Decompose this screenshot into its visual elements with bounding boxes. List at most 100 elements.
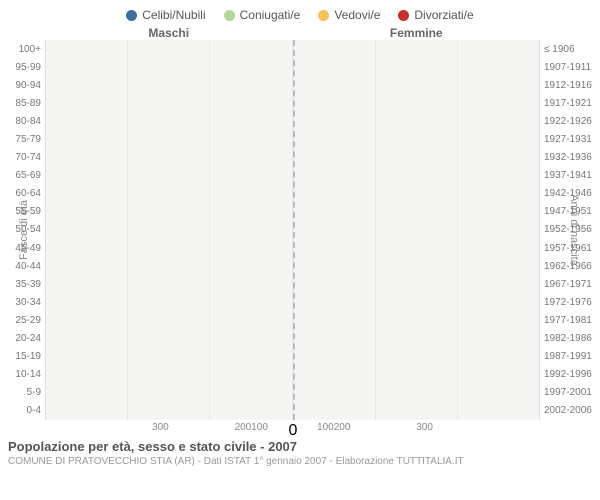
birth-label: 1932-1936: [540, 149, 600, 167]
male-side: [46, 130, 293, 148]
male-side: [46, 167, 293, 185]
age-label: 75-79: [0, 130, 45, 148]
female-side: [293, 58, 540, 76]
pyramid-row: [46, 167, 539, 185]
male-side: [46, 366, 293, 384]
male-side: [46, 40, 293, 58]
birth-label: 1937-1941: [540, 167, 600, 185]
birth-label: ≤ 1906: [540, 40, 600, 58]
pyramid-row: [46, 402, 539, 420]
pyramid-row: [46, 275, 539, 293]
legend-item: Divorziati/e: [398, 8, 473, 22]
pyramid-row: [46, 149, 539, 167]
age-label: 95-99: [0, 58, 45, 76]
male-side: [46, 239, 293, 257]
legend-swatch: [318, 10, 329, 21]
x-tick: 300: [416, 422, 499, 433]
birth-label: 1972-1976: [540, 293, 600, 311]
age-label: 0-4: [0, 402, 45, 420]
age-label: 35-39: [0, 275, 45, 293]
plot: [45, 40, 540, 420]
pyramid-row: [46, 366, 539, 384]
female-side: [293, 221, 540, 239]
age-label: 25-29: [0, 311, 45, 329]
footer: Popolazione per età, sesso e stato civil…: [0, 433, 600, 467]
pyramid-row: [46, 40, 539, 58]
male-side: [46, 311, 293, 329]
male-side: [46, 94, 293, 112]
x-tick: 200: [334, 422, 417, 433]
pyramid-row: [46, 58, 539, 76]
age-label: 65-69: [0, 167, 45, 185]
birth-label: 1917-1921: [540, 94, 600, 112]
birth-label: 1922-1926: [540, 112, 600, 130]
pyramid-row: [46, 257, 539, 275]
male-side: [46, 203, 293, 221]
x-tick: 300: [86, 422, 169, 433]
legend-item: Celibi/Nubili: [126, 8, 205, 22]
birth-label: 1927-1931: [540, 130, 600, 148]
legend-label: Coniugati/e: [240, 8, 301, 22]
female-side: [293, 40, 540, 58]
pyramid-row: [46, 239, 539, 257]
male-side: [46, 76, 293, 94]
birth-label: 2002-2006: [540, 402, 600, 420]
subheader-male: Maschi: [0, 26, 293, 40]
age-label: 10-14: [0, 366, 45, 384]
female-side: [293, 203, 540, 221]
male-side: [46, 275, 293, 293]
female-side: [293, 311, 540, 329]
female-side: [293, 130, 540, 148]
male-side: [46, 257, 293, 275]
legend-item: Coniugati/e: [224, 8, 301, 22]
chart-title: Popolazione per età, sesso e stato civil…: [8, 439, 592, 454]
female-side: [293, 402, 540, 420]
pyramid-row: [46, 330, 539, 348]
birth-label: 1987-1991: [540, 348, 600, 366]
birth-label: 1982-1986: [540, 330, 600, 348]
male-side: [46, 293, 293, 311]
birth-label: 1992-1996: [540, 366, 600, 384]
female-side: [293, 366, 540, 384]
birth-label: 1977-1981: [540, 311, 600, 329]
pyramid-row: [46, 203, 539, 221]
male-side: [46, 402, 293, 420]
pyramid-row: [46, 348, 539, 366]
male-side: [46, 149, 293, 167]
legend-label: Celibi/Nubili: [142, 8, 205, 22]
x-axis: 100200300 0 100200300: [45, 422, 540, 433]
age-label: 90-94: [0, 76, 45, 94]
legend-item: Vedovi/e: [318, 8, 380, 22]
female-side: [293, 348, 540, 366]
age-label: 5-9: [0, 384, 45, 402]
female-side: [293, 293, 540, 311]
male-side: [46, 112, 293, 130]
chart-area: Fasce di età Anni di nascita 100+95-9990…: [0, 40, 600, 420]
pyramid-row: [46, 112, 539, 130]
age-label: 80-84: [0, 112, 45, 130]
x-tick: 200: [169, 422, 252, 433]
legend-swatch: [126, 10, 137, 21]
pyramid-row: [46, 221, 539, 239]
pyramid-row: [46, 384, 539, 402]
female-side: [293, 167, 540, 185]
male-side: [46, 185, 293, 203]
female-side: [293, 76, 540, 94]
legend-swatch: [224, 10, 235, 21]
legend: Celibi/Nubili Coniugati/e Vedovi/e Divorzia…: [0, 0, 600, 26]
age-label: 100+: [0, 40, 45, 58]
age-label: 15-19: [0, 348, 45, 366]
age-label: 85-89: [0, 94, 45, 112]
male-side: [46, 384, 293, 402]
legend-label: Vedovi/e: [334, 8, 380, 22]
birth-label: 1997-2001: [540, 384, 600, 402]
pyramid-row: [46, 311, 539, 329]
subheader-female: Femmine: [293, 26, 600, 40]
female-side: [293, 384, 540, 402]
female-side: [293, 112, 540, 130]
female-side: [293, 330, 540, 348]
male-side: [46, 221, 293, 239]
age-label: 70-74: [0, 149, 45, 167]
age-label: 20-24: [0, 330, 45, 348]
subheaders: Maschi Femmine: [0, 26, 600, 40]
